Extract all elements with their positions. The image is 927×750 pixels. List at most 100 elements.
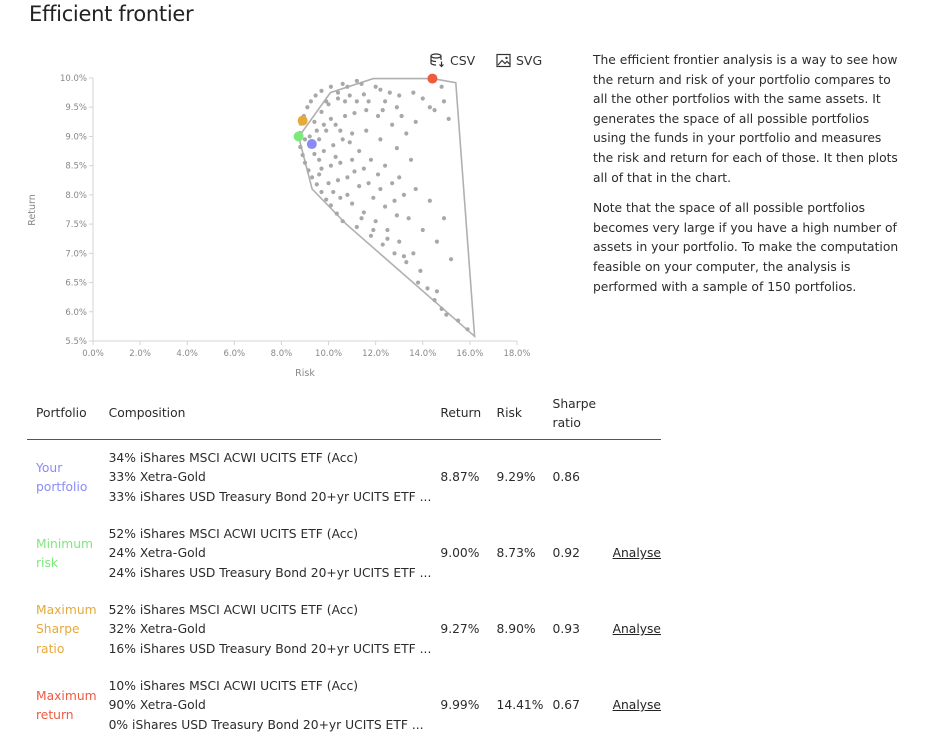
- analyse-link[interactable]: Analyse: [612, 698, 661, 713]
- portfolio-point: [321, 122, 326, 127]
- table-header-row: Portfolio Composition Return Risk Sharpe…: [27, 388, 661, 440]
- portfolio-point: [432, 297, 437, 303]
- portfolio-point: [319, 189, 324, 195]
- x-tick-label: 12.0%: [362, 349, 389, 359]
- svg-export-button[interactable]: SVG: [496, 53, 542, 68]
- portfolio-point: [404, 260, 409, 265]
- portfolio-point: [317, 157, 322, 162]
- composition-line: 33% Xetra-Gold: [108, 470, 206, 485]
- portfolio-name-line: Sharpe: [36, 622, 80, 637]
- portfolio-point: [319, 88, 324, 93]
- table-row: Your portfolio 34% iShares MSCI ACWI UCITS…: [27, 440, 661, 517]
- header-sharpe-line1: Sharpe: [552, 396, 597, 411]
- portfolio-point: [361, 210, 366, 215]
- portfolio-point: [366, 99, 371, 104]
- portfolio-point: [319, 166, 324, 171]
- description: The efficient frontier analysis is a way…: [593, 51, 903, 308]
- portfolio-point: [321, 148, 326, 154]
- y-tick-label: 6.0%: [65, 308, 87, 318]
- portfolio-name-line: risk: [36, 556, 58, 570]
- portfolio-point: [354, 99, 359, 104]
- portfolio-point: [312, 151, 317, 157]
- portfolio-point: [328, 116, 334, 122]
- portfolio-point: [420, 96, 425, 101]
- portfolio-point: [364, 128, 369, 133]
- portfolio-name: Maximum Sharpe ratio: [27, 592, 100, 668]
- portfolio-point: [371, 195, 376, 200]
- portfolio-point: [441, 99, 447, 104]
- portfolio-point: [350, 131, 355, 136]
- csv-export-button[interactable]: CSV: [430, 53, 475, 68]
- analyse-link[interactable]: Analyse: [612, 622, 661, 637]
- analyse-cell: Analyse: [604, 516, 661, 592]
- portfolio-point: [359, 216, 364, 221]
- portfolio-point: [446, 116, 451, 122]
- portfolio-point: [394, 213, 399, 218]
- portfolio-point: [313, 93, 318, 98]
- y-tick-label: 5.5%: [65, 337, 87, 347]
- portfolio-point: [427, 198, 432, 203]
- x-tick-label: 0.0%: [82, 349, 104, 359]
- portfolio-point: [364, 108, 369, 113]
- portfolio-point: [357, 184, 362, 189]
- portfolio-point: [338, 195, 343, 200]
- portfolio-point: [354, 224, 359, 230]
- portfolio-point: [382, 99, 388, 104]
- image-icon: [496, 53, 511, 68]
- portfolio-point: [408, 157, 414, 162]
- portfolio-point: [333, 154, 338, 159]
- portfolio-name-line: Maximum: [36, 602, 97, 617]
- portfolio-point: [397, 239, 402, 244]
- portfolio-point: [352, 110, 357, 116]
- sharpe-value: 0.67: [552, 698, 580, 713]
- composition-line: 16% iShares USD Treasury Bond 20+yr UCIT…: [108, 641, 432, 656]
- x-tick-label: 8.0%: [271, 349, 293, 359]
- header-risk: Risk: [487, 388, 544, 440]
- risk-value: 14.41%: [496, 698, 544, 713]
- analyse-cell: Analyse: [604, 592, 661, 668]
- portfolio-point: [411, 251, 416, 256]
- portfolio-point: [394, 146, 399, 151]
- table-row: Maximum Sharpe ratio 52% iShares MSCI ACWI …: [27, 592, 661, 668]
- portfolio-point: [411, 90, 416, 95]
- portfolio-point: [331, 143, 336, 148]
- page-title: Efficient frontier: [29, 2, 194, 26]
- portfolio-point: [324, 128, 329, 133]
- portfolio-point: [404, 131, 409, 136]
- header-sharpe-line2: ratio: [552, 415, 581, 430]
- portfolio-point: [350, 201, 355, 206]
- portfolio-point: [342, 99, 348, 104]
- table-row: Minimum risk 52% iShares MSCI ACWI UCITS E…: [27, 516, 661, 592]
- return-value: 9.00%: [440, 546, 480, 561]
- x-tick-label: 10.0%: [315, 349, 342, 359]
- portfolio-point: [335, 96, 341, 101]
- portfolio-point: [335, 90, 341, 95]
- portfolio-point: [345, 175, 350, 180]
- portfolio-point: [439, 306, 444, 311]
- portfolio-point: [335, 178, 341, 183]
- portfolio-point: [397, 93, 402, 98]
- portfolio-point: [375, 172, 381, 177]
- risk-value: 9.29%: [496, 470, 536, 485]
- portfolio-point: [392, 198, 397, 203]
- description-paragraph-1: The efficient frontier analysis is a way…: [593, 53, 898, 185]
- sharpe-value: 0.93: [552, 622, 580, 637]
- composition: 34% iShares MSCI ACWI UCITS ETF (Acc) 33%…: [100, 440, 432, 517]
- analyse-cell: Analyse: [604, 668, 661, 744]
- portfolio-point: [434, 289, 440, 294]
- analyse-link[interactable]: Analyse: [612, 546, 661, 561]
- portfolio-point: [361, 166, 366, 171]
- portfolio-point: [390, 181, 395, 186]
- analyse-cell: [604, 440, 661, 517]
- y-tick-label: 10.0%: [60, 74, 87, 84]
- composition-line: 52% iShares MSCI ACWI UCITS ETF (Acc): [108, 526, 359, 541]
- portfolio-point: [340, 81, 345, 86]
- composition: 10% iShares MSCI ACWI UCITS ETF (Acc) 90%…: [100, 668, 432, 744]
- composition: 52% iShares MSCI ACWI UCITS ETF (Acc) 32%…: [100, 592, 432, 668]
- return-value: 9.99%: [440, 698, 480, 713]
- y-tick-label: 6.5%: [65, 279, 87, 289]
- portfolio-point: [456, 318, 461, 323]
- portfolio-point: [352, 169, 357, 174]
- csv-label: CSV: [450, 53, 476, 68]
- risk-value: 8.73%: [496, 546, 536, 561]
